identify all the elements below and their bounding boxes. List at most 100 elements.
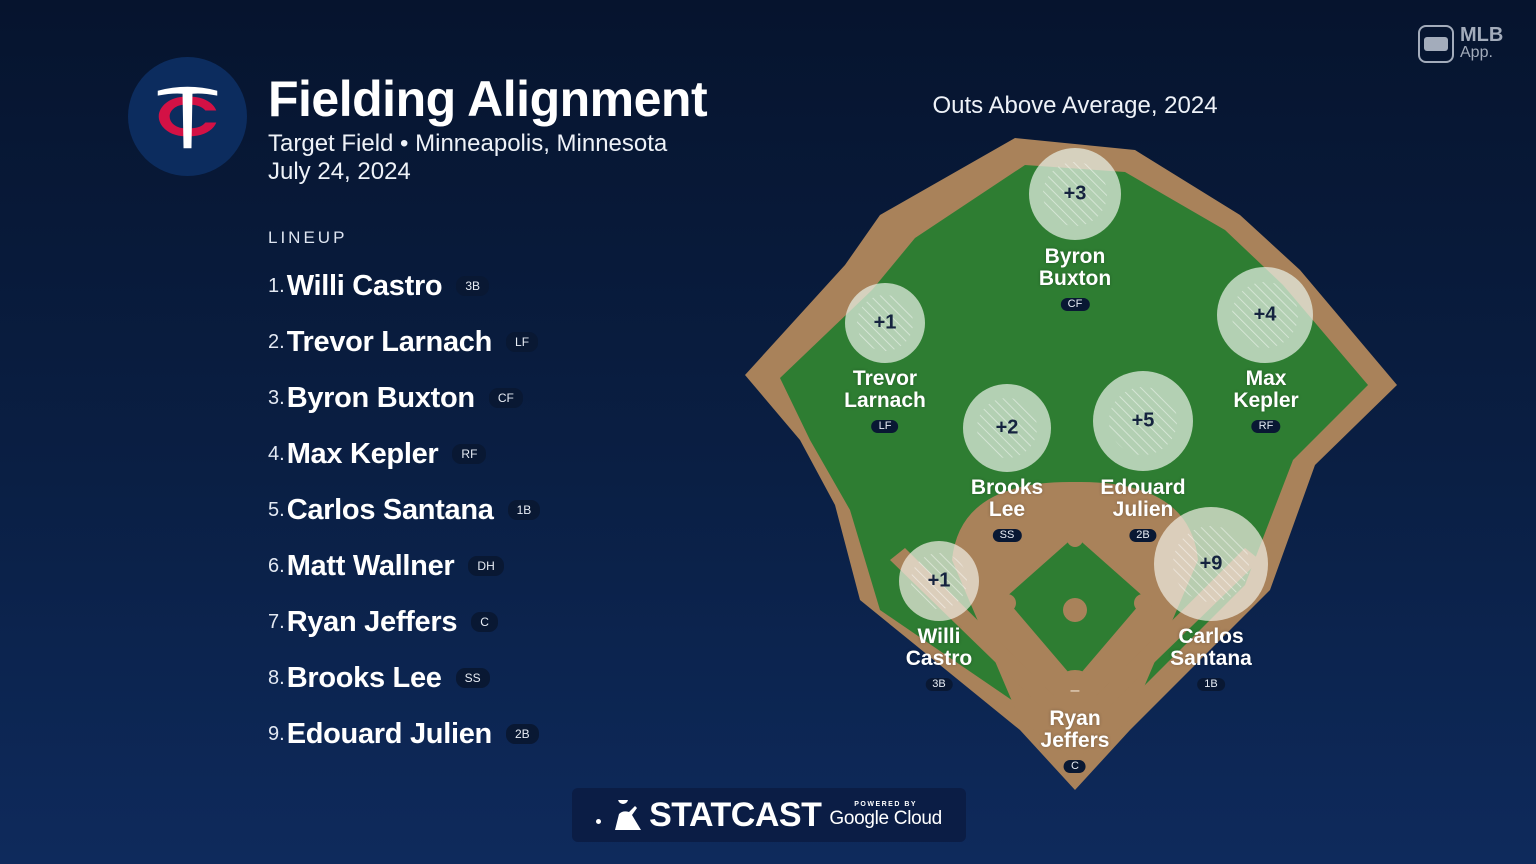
oaa-bubble-lf bbox=[845, 283, 925, 363]
lineup-number: 7. bbox=[268, 610, 285, 633]
player-name: Ryan Jeffers bbox=[286, 605, 458, 638]
home-plate-circle bbox=[1053, 670, 1097, 714]
position-badge: 3B bbox=[925, 678, 953, 691]
mlb-logo-icon bbox=[1418, 25, 1454, 63]
third-base-cutout bbox=[998, 594, 1016, 612]
oaa-value-lf: +1 bbox=[873, 311, 897, 334]
oaa-value-3b: +1 bbox=[927, 569, 951, 592]
date-text: July 24, 2024 bbox=[268, 158, 411, 185]
lineup-item: 7. Ryan Jeffers C bbox=[268, 594, 540, 650]
position-badge: SS bbox=[992, 529, 1022, 542]
field-player-lf: Trevor Larnach LF bbox=[844, 368, 926, 434]
player-name: Carlos Santana bbox=[286, 493, 494, 526]
lineup-item: 4. Max Kepler RF bbox=[268, 426, 540, 482]
player-name: Brooks Lee bbox=[286, 661, 442, 694]
position-badge: SS bbox=[455, 668, 490, 688]
first-name: Trevor bbox=[852, 367, 918, 390]
last-name: Jeffers bbox=[1040, 729, 1110, 752]
oaa-value-1b: +9 bbox=[1199, 552, 1223, 575]
lineup-item: 2. Trevor Larnach LF bbox=[268, 314, 540, 370]
position-badge: 1B bbox=[1197, 678, 1225, 691]
powered-by-text: POWERED BY bbox=[854, 800, 918, 808]
oaa-value-c: – bbox=[1070, 682, 1080, 699]
position-badge: C bbox=[1064, 760, 1086, 773]
field-player-2b: Edouard Julien 2B bbox=[1100, 477, 1186, 543]
position-badge: CF bbox=[488, 388, 523, 408]
first-name: Max bbox=[1245, 367, 1287, 390]
first-name: Byron bbox=[1044, 245, 1106, 268]
position-badge: LF bbox=[506, 332, 539, 352]
mlb-app-subtext: App. bbox=[1460, 44, 1493, 61]
lineup-item: 9. Edouard Julien 2B bbox=[268, 706, 540, 762]
last-name: Castro bbox=[905, 647, 973, 670]
last-name: Buxton bbox=[1038, 267, 1112, 290]
google-cloud-logo: POWERED BY Google Cloud bbox=[829, 801, 942, 830]
position-badge: 2B bbox=[1129, 529, 1157, 542]
oaa-value-cf: +3 bbox=[1063, 182, 1087, 205]
first-name: Ryan bbox=[1049, 707, 1101, 730]
statcast-wordmark: STATCAST bbox=[649, 795, 822, 834]
lineup-number: 9. bbox=[268, 722, 285, 745]
last-name: Larnach bbox=[844, 389, 926, 412]
position-badge: C bbox=[471, 612, 498, 632]
position-badge: 2B bbox=[505, 724, 539, 744]
player-name: Byron Buxton bbox=[286, 381, 475, 414]
position-badge: RF bbox=[452, 444, 487, 464]
lineup-number: 6. bbox=[268, 554, 285, 577]
lineup-item: 3. Byron Buxton CF bbox=[268, 370, 540, 426]
oaa-value-ss: +2 bbox=[995, 416, 1019, 439]
lineup-item: 1. Willi Castro 3B bbox=[268, 258, 540, 314]
lineup-item: 6. Matt Wallner DH bbox=[268, 538, 540, 594]
oaa-bubble-rf bbox=[1217, 267, 1313, 363]
player-name: Willi Castro bbox=[286, 269, 443, 302]
lineup-list: 1. Willi Castro 3B 2. Trevor Larnach LF … bbox=[268, 258, 541, 762]
field-player-cf: Byron Buxton CF bbox=[1039, 246, 1111, 312]
mlb-app-text: MLB bbox=[1460, 24, 1504, 46]
field-player-rf: Max Kepler RF bbox=[1233, 367, 1299, 434]
field-player-3b: Willi Castro 3B bbox=[905, 625, 973, 692]
lineup-item: 5. Carlos Santana 1B bbox=[268, 482, 541, 538]
player-name: Matt Wallner bbox=[286, 549, 455, 582]
field-player-1b: Carlos Santana 1B bbox=[1170, 626, 1252, 692]
game-info: Target Field • Minneapolis, Minnesota Ju… bbox=[268, 130, 667, 186]
oaa-bubble-ss bbox=[963, 384, 1051, 472]
dot-icon bbox=[596, 818, 602, 824]
last-name: Santana bbox=[1170, 647, 1252, 670]
second-base-cutout bbox=[1067, 531, 1083, 547]
oaa-bubble-2b bbox=[1093, 371, 1193, 471]
first-base-cutout bbox=[1134, 594, 1152, 612]
lineup-number: 2. bbox=[268, 330, 285, 353]
first-name: Brooks bbox=[970, 476, 1044, 499]
first-name: Carlos bbox=[1178, 625, 1244, 648]
oaa-value-2b: +5 bbox=[1131, 409, 1155, 432]
lineup-number: 5. bbox=[268, 498, 285, 521]
last-name: Kepler bbox=[1233, 389, 1299, 412]
last-name: Lee bbox=[988, 498, 1026, 521]
position-badge: 1B bbox=[507, 500, 541, 520]
pitchers-mound bbox=[1063, 598, 1087, 622]
player-name: Edouard Julien bbox=[286, 717, 493, 750]
lineup-number: 3. bbox=[268, 386, 285, 409]
oaa-value-rf: +4 bbox=[1253, 303, 1277, 326]
position-badge: 3B bbox=[456, 276, 490, 296]
first-name: Willi bbox=[917, 625, 961, 648]
field-player-ss: Brooks Lee SS bbox=[971, 477, 1043, 543]
position-badge: LF bbox=[871, 420, 899, 433]
team-logo bbox=[128, 57, 247, 176]
field-chart-title: Outs Above Average, 2024 bbox=[932, 92, 1218, 119]
oaa-bubble-1b bbox=[1154, 507, 1268, 621]
mlb-batter-silhouette-icon bbox=[615, 800, 642, 830]
statcast-footer: STATCAST POWERED BY Google Cloud bbox=[572, 788, 966, 842]
lineup-item: 8. Brooks Lee SS bbox=[268, 650, 540, 706]
venue-text: Target Field • Minneapolis, Minnesota bbox=[268, 130, 668, 157]
lineup-number: 8. bbox=[268, 666, 285, 689]
field-player-c: Ryan Jeffers C bbox=[1040, 707, 1110, 774]
lineup-heading: LINEUP bbox=[268, 228, 348, 247]
google-cloud-text: Google Cloud bbox=[829, 807, 942, 829]
position-badge: RF bbox=[1251, 420, 1281, 433]
last-name: Julien bbox=[1112, 498, 1174, 521]
oaa-bubble-3b bbox=[899, 541, 979, 621]
page-title: Fielding Alignment bbox=[268, 71, 708, 127]
position-badge: DH bbox=[468, 556, 504, 576]
